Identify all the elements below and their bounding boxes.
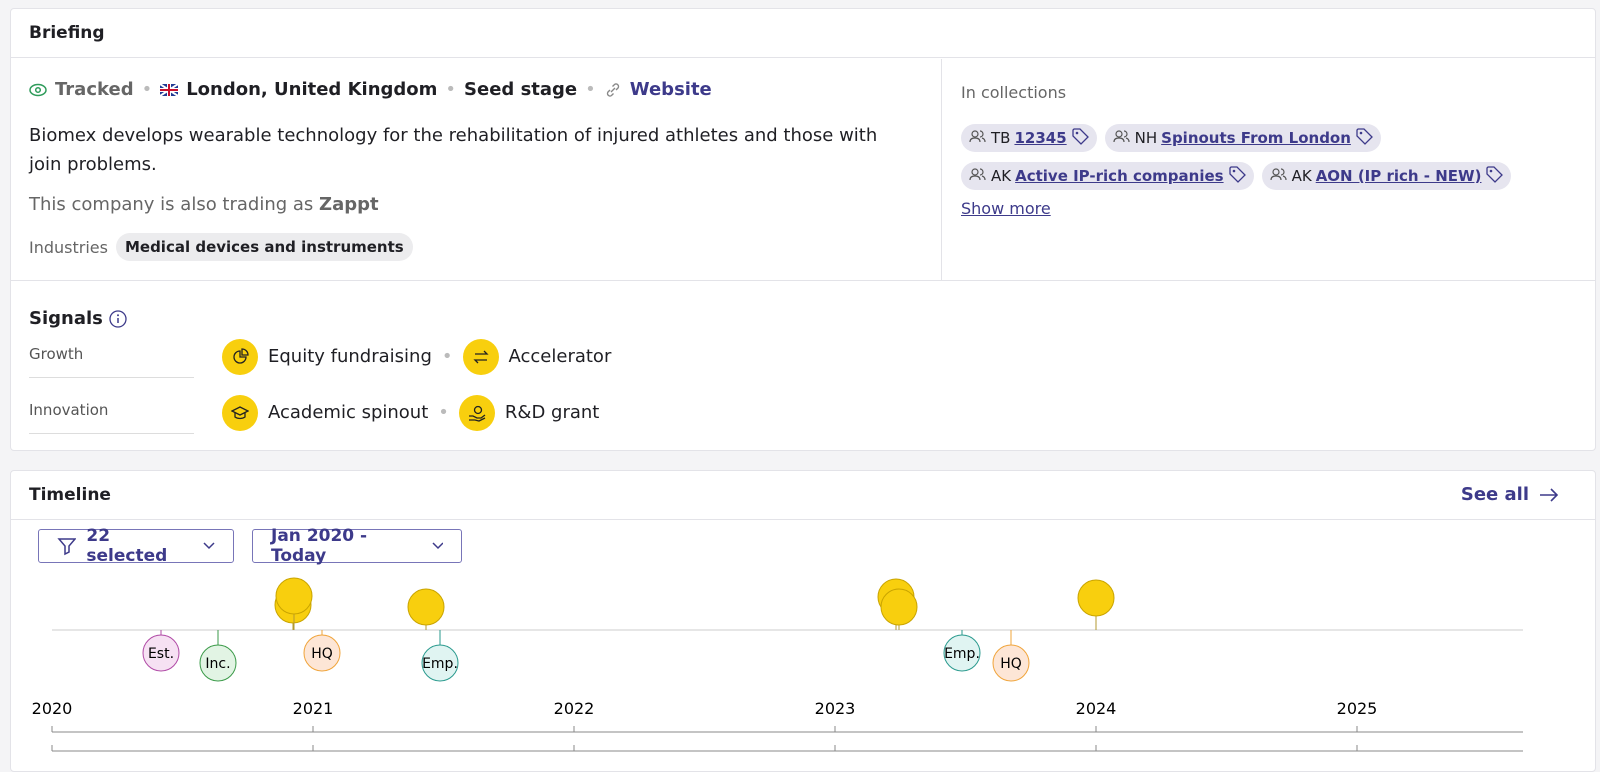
signal-icon bbox=[222, 338, 258, 375]
separator: • bbox=[441, 346, 453, 367]
signal-icon bbox=[462, 338, 499, 375]
event-marker bbox=[142, 634, 180, 672]
people-icon bbox=[1269, 167, 1288, 185]
trading-prefix: This company is also trading as bbox=[29, 194, 314, 215]
see-all-text: See all bbox=[1460, 484, 1529, 505]
event-marker bbox=[943, 634, 981, 672]
signal-icon bbox=[222, 394, 258, 431]
event-label: HQ bbox=[1000, 656, 1022, 672]
signal-name: R&D grant bbox=[504, 402, 600, 423]
tag-icon bbox=[1228, 165, 1246, 187]
arrow bbox=[1540, 487, 1559, 502]
collection-chip: NH Spinouts From London bbox=[1104, 124, 1381, 152]
collections-title: In collections bbox=[961, 83, 1067, 102]
people-icon bbox=[1113, 129, 1131, 147]
tag-icon bbox=[1355, 127, 1373, 149]
signal-icon bbox=[458, 394, 495, 431]
eye-icon bbox=[29, 83, 47, 96]
collection-initials: AK bbox=[1291, 167, 1312, 185]
range-text: Jan 2020 - Today bbox=[271, 526, 368, 566]
collection-chip: TB 12345 bbox=[961, 124, 1097, 152]
timeline-card: Timeline See all 22 selected Jan 2020 - … bbox=[10, 470, 1596, 772]
signal-group-label: Innovation bbox=[29, 391, 194, 434]
divider bbox=[11, 280, 1595, 281]
event-marker bbox=[199, 644, 237, 682]
signal-name: Academic spinout bbox=[268, 402, 429, 423]
signals-title: Signals bbox=[29, 308, 103, 329]
chevron bbox=[431, 542, 443, 550]
meta-row: Tracked • London, United Kingdom • Seed … bbox=[29, 79, 712, 100]
signal-item: Equity fundraising • bbox=[222, 338, 453, 375]
signal-name: Equity fundraising bbox=[268, 346, 432, 367]
year-label: 2023 bbox=[815, 699, 856, 718]
year-label: 2021 bbox=[293, 699, 334, 718]
signal-row: Growth Equity fundraising • Accelerator bbox=[29, 335, 611, 378]
collection-name[interactable]: Spinouts From London bbox=[1161, 129, 1351, 147]
see-all[interactable]: See all bbox=[1461, 484, 1559, 505]
year-label: 2024 bbox=[1076, 699, 1117, 718]
filter-button[interactable]: 22 selected bbox=[38, 526, 234, 566]
year-label: 2022 bbox=[554, 699, 595, 718]
status: Tracked bbox=[55, 79, 134, 100]
trading-name: Zappt bbox=[319, 194, 379, 215]
collection-initials: AK bbox=[991, 167, 1012, 185]
signal-event bbox=[1077, 579, 1115, 617]
event-label: Inc. bbox=[205, 656, 230, 672]
tag-icon bbox=[1071, 127, 1089, 149]
event-label: HQ bbox=[311, 646, 333, 662]
collection-name[interactable]: Active IP-rich companies bbox=[1015, 167, 1224, 185]
signal-group-label: Growth bbox=[29, 335, 194, 378]
collection-name[interactable]: AON (IP rich - NEW) bbox=[1315, 167, 1482, 185]
signal-row: Innovation Academic spinout • R&D grant bbox=[29, 391, 599, 434]
signal-item: R&D grant bbox=[458, 394, 600, 431]
event-label: Est. bbox=[148, 646, 174, 662]
signal-item: Academic spinout • bbox=[222, 394, 449, 431]
timeline-chart: 2020 2021 2022 2023 2024 2025 Est. Inc. HQ Emp. Em… bbox=[32, 577, 1523, 752]
signal-event bbox=[275, 577, 313, 615]
link-icon bbox=[606, 82, 619, 97]
signal-event bbox=[407, 588, 445, 626]
filter-icon bbox=[57, 538, 77, 556]
signal-item: Accelerator bbox=[462, 338, 612, 375]
collection-chip: AK Active IP-rich companies bbox=[961, 162, 1254, 190]
description: Biomex develops wearable technology for … bbox=[29, 125, 878, 175]
people-icon bbox=[969, 167, 987, 185]
flag bbox=[160, 83, 179, 96]
industries: Industries Medical devices and instrumen… bbox=[29, 233, 413, 261]
separator: • bbox=[438, 402, 449, 423]
signal-name: Accelerator bbox=[508, 346, 612, 367]
range-button[interactable]: Jan 2020 - Today bbox=[252, 526, 462, 566]
year-label: 2020 bbox=[32, 699, 73, 718]
event-marker bbox=[303, 634, 341, 672]
event-label: Emp. bbox=[422, 656, 458, 672]
event-label: Emp. bbox=[944, 646, 980, 662]
collection-chips: TB 12345 NH Spinouts From London AK Active IP… bbox=[961, 124, 1561, 200]
filter-text: 22 selected bbox=[86, 526, 168, 566]
event-marker bbox=[992, 644, 1030, 682]
year-label: 2025 bbox=[1337, 699, 1378, 718]
collection-initials: TB bbox=[991, 129, 1011, 147]
tag-icon bbox=[1485, 165, 1504, 187]
info-icon bbox=[109, 309, 127, 328]
signal-event bbox=[880, 588, 918, 626]
industry-tag: Medical devices and instruments bbox=[115, 233, 413, 261]
collection-chip: AK AON (IP rich - NEW) bbox=[1261, 162, 1512, 190]
trading: This company is also trading as Zappt bbox=[29, 194, 379, 215]
signals-heading: Signals bbox=[29, 308, 127, 329]
briefing-card: Briefing Tracked • London, United Kingdo… bbox=[10, 8, 1596, 451]
location: London, United Kingdom bbox=[186, 79, 438, 100]
industries-label: Industries bbox=[29, 237, 108, 257]
website-link[interactable]: Website bbox=[629, 79, 712, 100]
collection-name[interactable]: 12345 bbox=[1014, 129, 1067, 147]
chevron bbox=[203, 542, 215, 550]
people-icon bbox=[969, 129, 987, 147]
divider bbox=[941, 59, 942, 281]
collection-initials: NH bbox=[1134, 129, 1158, 147]
timeline-title: Timeline bbox=[11, 471, 1595, 520]
show-more[interactable]: Show more bbox=[961, 199, 1051, 218]
stage: Seed stage bbox=[464, 79, 578, 100]
event-marker bbox=[421, 644, 459, 682]
briefing-title: Briefing bbox=[11, 9, 1595, 58]
